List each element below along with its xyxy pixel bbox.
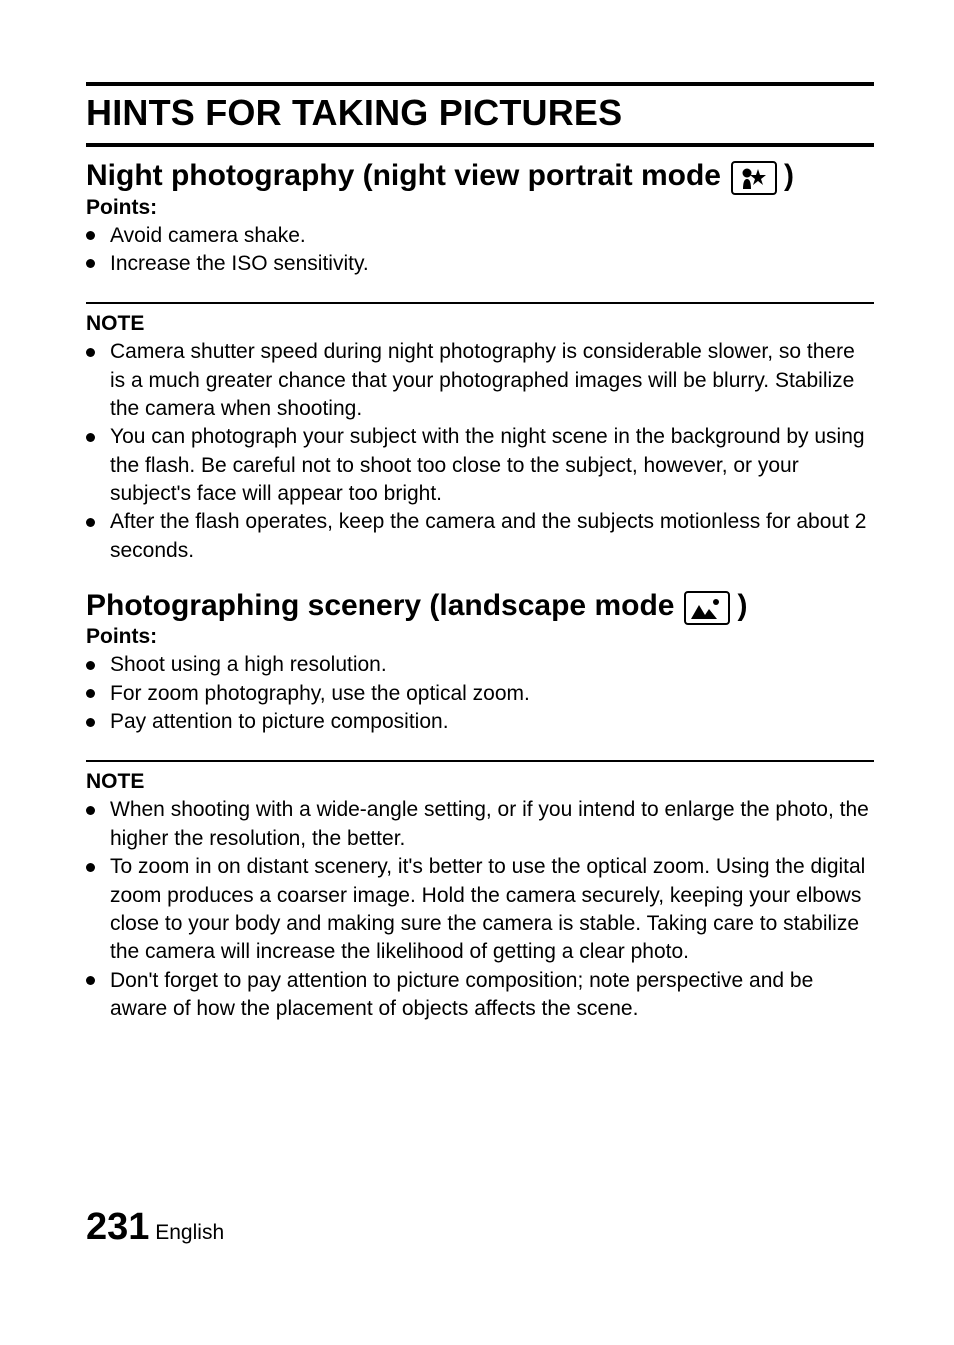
points-item: Shoot using a high resolution.: [104, 651, 874, 679]
points-item: Pay attention to picture composition.: [104, 708, 874, 736]
points-item: Avoid camera shake.: [104, 222, 874, 250]
section-title-landscape: Photographing scenery (landscape mode ): [86, 589, 874, 624]
note-item: To zoom in on distant scenery, it's bett…: [104, 853, 874, 966]
page-footer: 231 English: [86, 1206, 224, 1249]
points-list-landscape: Shoot using a high resolution. For zoom …: [86, 651, 874, 736]
note-label-night: NOTE: [86, 312, 874, 336]
points-list-night: Avoid camera shake. Increase the ISO sen…: [86, 222, 874, 279]
points-item: For zoom photography, use the optical zo…: [104, 680, 874, 708]
page-language: English: [155, 1221, 224, 1244]
section-title-text-suffix: ): [784, 159, 794, 194]
page-number: 231: [86, 1206, 149, 1248]
note-block-landscape: NOTE When shooting with a wide-angle set…: [86, 760, 874, 1023]
landscape-icon: [684, 591, 730, 625]
night-portrait-icon: [731, 161, 777, 195]
section-title-night: Night photography (night view portrait m…: [86, 159, 874, 194]
note-label-landscape: NOTE: [86, 770, 874, 794]
section-title-text-prefix: Night photography (night view portrait m…: [86, 159, 721, 194]
page-container: HINTS FOR TAKING PICTURES Night photogra…: [0, 0, 954, 1345]
chapter-title: HINTS FOR TAKING PICTURES: [86, 82, 874, 147]
note-item: After the flash operates, keep the camer…: [104, 508, 874, 565]
points-item: Increase the ISO sensitivity.: [104, 250, 874, 278]
points-label-landscape: Points:: [86, 625, 874, 649]
note-block-night: NOTE Camera shutter speed during night p…: [86, 302, 874, 565]
note-item: Don't forget to pay attention to picture…: [104, 967, 874, 1024]
points-label-night: Points:: [86, 196, 874, 220]
note-item: When shooting with a wide-angle setting,…: [104, 796, 874, 853]
section-title-text-suffix: ): [737, 589, 747, 624]
note-list-landscape: When shooting with a wide-angle setting,…: [86, 796, 874, 1023]
section-title-text-prefix: Photographing scenery (landscape mode: [86, 589, 674, 624]
note-list-night: Camera shutter speed during night photog…: [86, 338, 874, 565]
note-item: Camera shutter speed during night photog…: [104, 338, 874, 423]
note-item: You can photograph your subject with the…: [104, 423, 874, 508]
